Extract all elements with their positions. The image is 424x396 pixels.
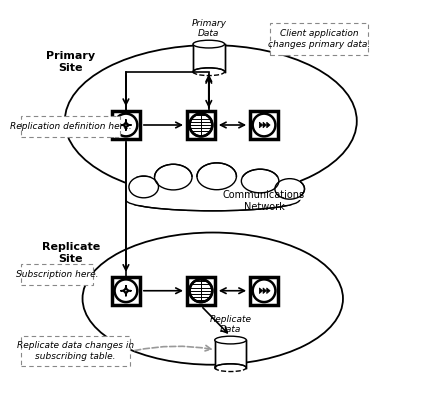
Polygon shape (263, 288, 266, 293)
Text: Primary
Site: Primary Site (46, 51, 95, 72)
Polygon shape (259, 288, 263, 293)
FancyBboxPatch shape (270, 23, 368, 55)
FancyBboxPatch shape (193, 44, 225, 72)
Text: Replicate data changes in
subscribing table.: Replicate data changes in subscribing ta… (17, 341, 134, 361)
Ellipse shape (275, 179, 304, 199)
Ellipse shape (197, 163, 237, 190)
Text: Replicate
Data: Replicate Data (209, 315, 251, 334)
Circle shape (190, 279, 212, 302)
FancyBboxPatch shape (21, 264, 93, 285)
Ellipse shape (241, 169, 279, 193)
Ellipse shape (129, 176, 159, 198)
FancyBboxPatch shape (126, 177, 300, 205)
Text: Client application
changes primary data.: Client application changes primary data. (268, 29, 370, 49)
Polygon shape (263, 122, 266, 128)
Ellipse shape (193, 40, 225, 48)
FancyBboxPatch shape (21, 336, 130, 366)
Circle shape (253, 279, 276, 302)
Circle shape (253, 114, 276, 136)
Circle shape (190, 114, 212, 136)
Text: Communications
Network: Communications Network (223, 190, 305, 212)
Text: Replicate
Site: Replicate Site (42, 242, 100, 264)
Text: Primary
Data: Primary Data (191, 19, 226, 38)
Bar (250, 111, 278, 139)
Bar (112, 276, 140, 305)
Ellipse shape (215, 336, 246, 344)
Text: Subscription here.: Subscription here. (16, 270, 98, 279)
Bar (250, 276, 278, 305)
FancyBboxPatch shape (215, 340, 246, 367)
Ellipse shape (83, 232, 343, 365)
Polygon shape (259, 122, 263, 128)
Bar (187, 111, 215, 139)
Ellipse shape (154, 164, 192, 190)
Ellipse shape (65, 45, 357, 197)
Circle shape (114, 279, 137, 302)
Bar (112, 111, 140, 139)
Circle shape (114, 114, 137, 136)
Bar (187, 276, 215, 305)
Ellipse shape (126, 189, 300, 211)
Polygon shape (267, 288, 270, 293)
FancyBboxPatch shape (21, 116, 120, 137)
Polygon shape (267, 122, 270, 128)
Text: Replication definition here.: Replication definition here. (10, 122, 131, 131)
